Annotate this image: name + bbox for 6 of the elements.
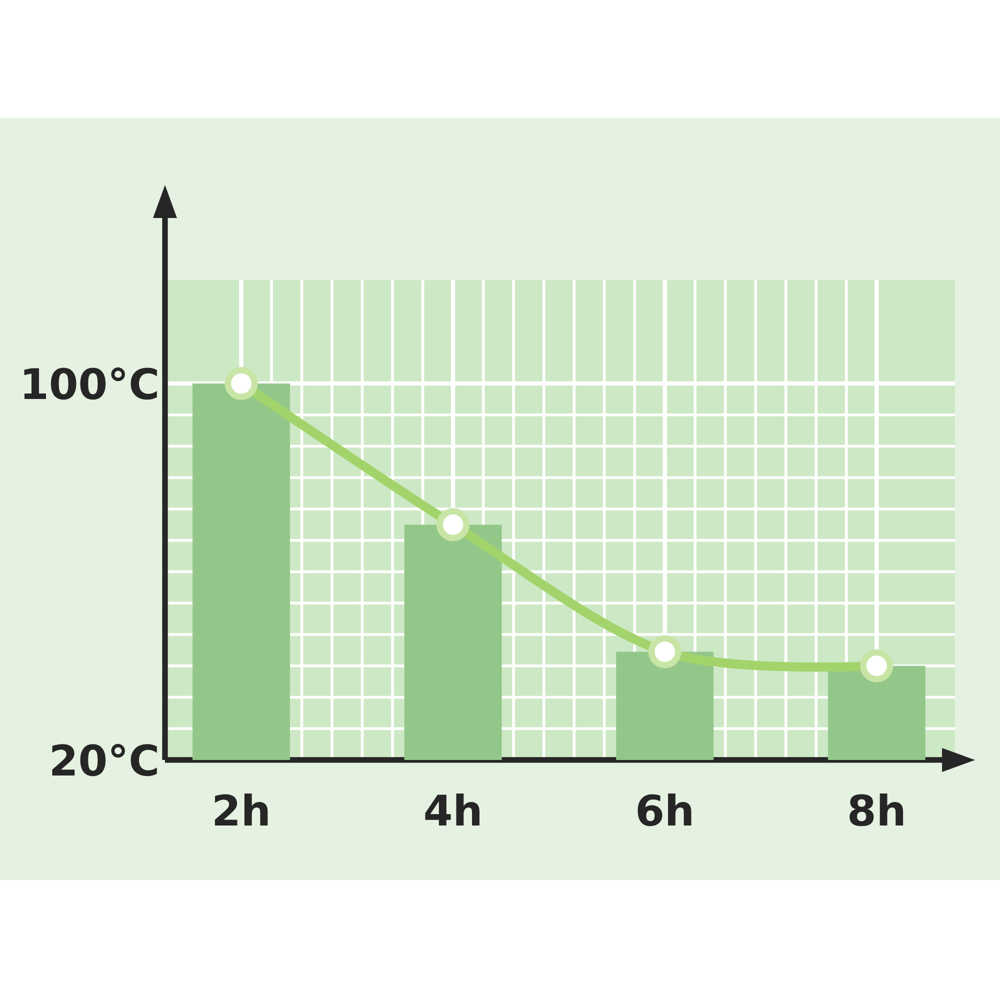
y-tick-label: 20°C	[52, 744, 157, 776]
x-tick-label: 2h	[214, 794, 268, 826]
y-tick-label: 100°C	[24, 367, 157, 400]
x-tick-label: 8h	[850, 794, 904, 826]
x-tick-label: 4h	[425, 794, 480, 826]
x-tick-label: 6h	[638, 794, 692, 826]
